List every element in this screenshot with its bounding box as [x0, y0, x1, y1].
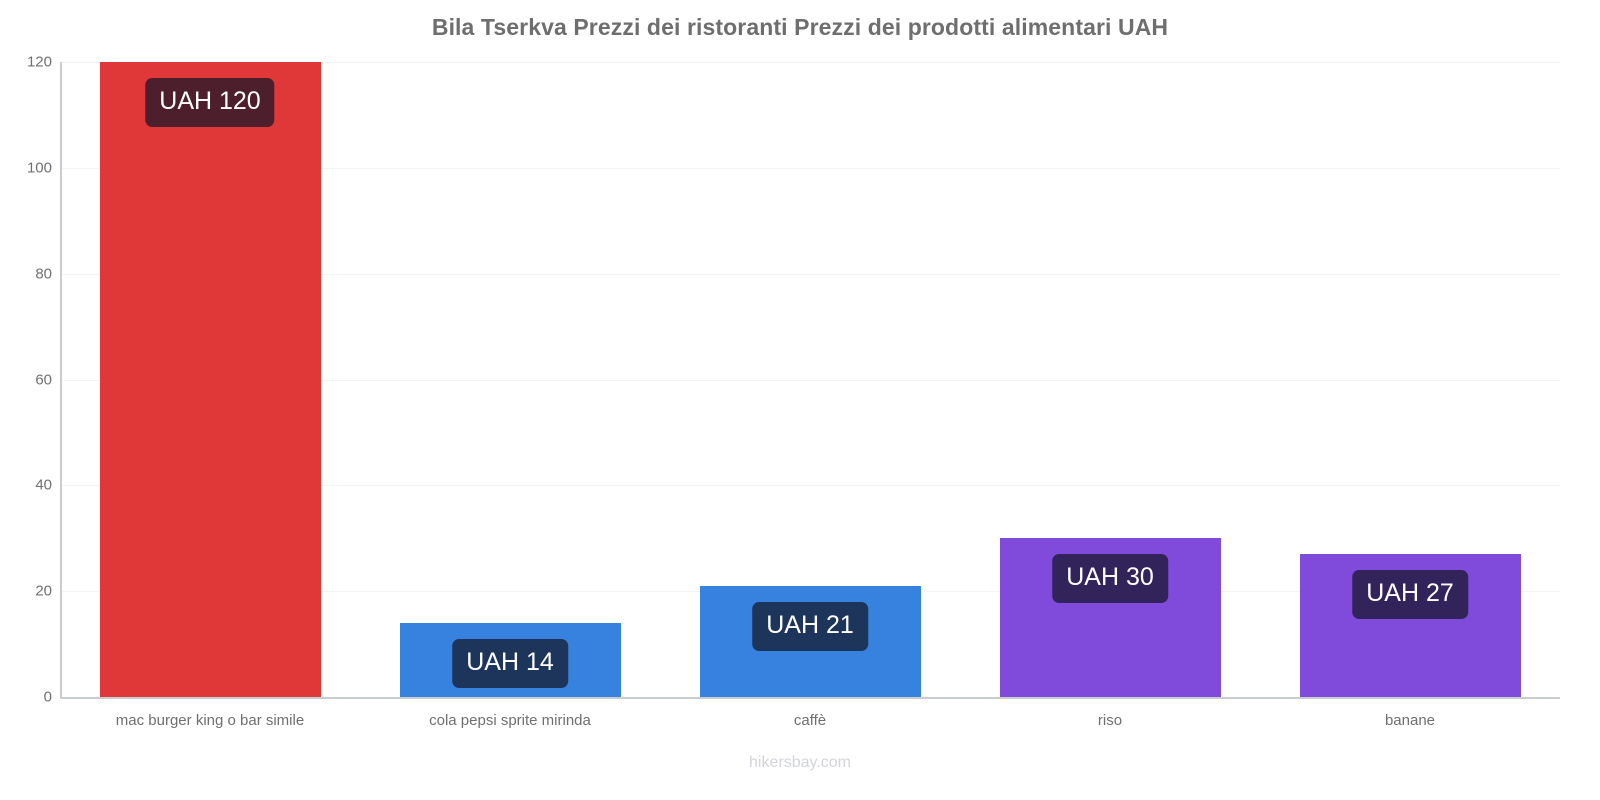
gridline	[60, 273, 1560, 275]
y-axis-line	[60, 62, 62, 698]
bar-value-label: UAH 30	[1052, 554, 1168, 604]
y-axis-tick-labels: 0 20 40 60 80 100 120	[0, 0, 52, 800]
bar[interactable]	[99, 62, 321, 697]
y-axis-tick-label: 20	[35, 582, 52, 600]
y-axis-tick-label: 0	[43, 688, 52, 706]
gridline	[60, 62, 1560, 63]
x-axis-tick-label: mac burger king o bar simile	[115, 712, 305, 729]
gridline	[60, 379, 1560, 381]
footer-credit: hikersbay.com	[749, 754, 851, 771]
y-axis-tick-label: 60	[35, 371, 52, 388]
gridline	[60, 485, 1560, 487]
gridline	[60, 167, 1560, 169]
bar-group[interactable]: UAH 27	[1299, 62, 1521, 697]
bar-value-label: UAH 120	[145, 78, 275, 127]
y-axis-tick-label: 40	[35, 476, 52, 494]
x-axis-line	[60, 697, 1560, 699]
y-axis-tick-label: 80	[35, 265, 52, 283]
bar-group[interactable]: UAH 30	[999, 62, 1221, 697]
x-axis-tick-label: caffè	[793, 712, 827, 729]
y-axis-tick-label: 120	[26, 53, 52, 71]
bar-group[interactable]: UAH 14	[399, 62, 621, 697]
bar-value-label: UAH 21	[752, 601, 868, 651]
chart-title: Bila Tserkva Prezzi dei ristoranti Prezz…	[431, 14, 1169, 40]
bar-group[interactable]: UAH 120	[99, 62, 321, 697]
x-axis-tick-label: riso	[1097, 712, 1123, 729]
bars-layer: UAH 120 UAH 14 UAH 21 UAH 30 UAH 27	[60, 62, 1560, 697]
y-axis-tick-label: 100	[26, 159, 52, 177]
bar-value-label: UAH 27	[1352, 570, 1468, 620]
x-axis-tick-labels: mac burger king o bar simile cola pepsi s…	[60, 712, 1560, 742]
bar-value-label: UAH 14	[452, 638, 568, 688]
x-axis-tick-label: banane	[1384, 712, 1436, 729]
bar-group[interactable]: UAH 21	[699, 62, 921, 697]
x-axis-tick-label: cola pepsi sprite mirinda	[429, 712, 591, 729]
